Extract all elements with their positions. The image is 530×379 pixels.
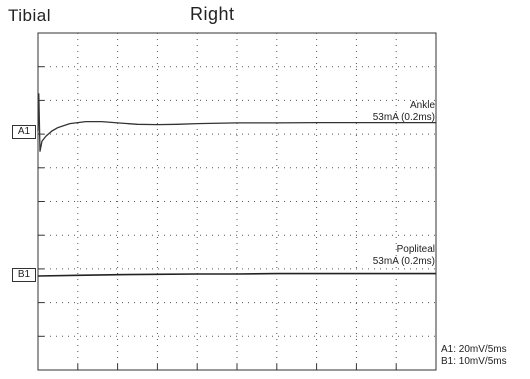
stim-label-a1: 53mA (0.2ms) <box>372 112 435 123</box>
site-label-a1: Ankle <box>409 100 435 111</box>
stim-label-b1: 53mA (0.2ms) <box>372 256 435 267</box>
site-label-b1: Popliteal <box>396 244 435 255</box>
trace-a1 <box>37 93 436 152</box>
trace-label-b1: Popliteal 53mA (0.2ms) <box>373 244 435 268</box>
nerve-title: Tibial <box>8 6 51 25</box>
channel-tag-a1: A1 <box>12 125 36 139</box>
trace-label-a1: Ankle 53mA (0.2ms) <box>373 100 435 124</box>
side-title: Right <box>190 4 235 24</box>
traces <box>37 93 436 277</box>
scale-b1: B1: 10mV/5ms <box>441 356 507 367</box>
scale-legend: A1: 20mV/5ms B1: 10mV/5ms <box>441 344 507 368</box>
grid <box>37 32 437 371</box>
scale-a1: A1: 20mV/5ms <box>441 344 507 355</box>
trace-b1 <box>37 272 436 277</box>
channel-tag-b1: B1 <box>12 268 36 282</box>
